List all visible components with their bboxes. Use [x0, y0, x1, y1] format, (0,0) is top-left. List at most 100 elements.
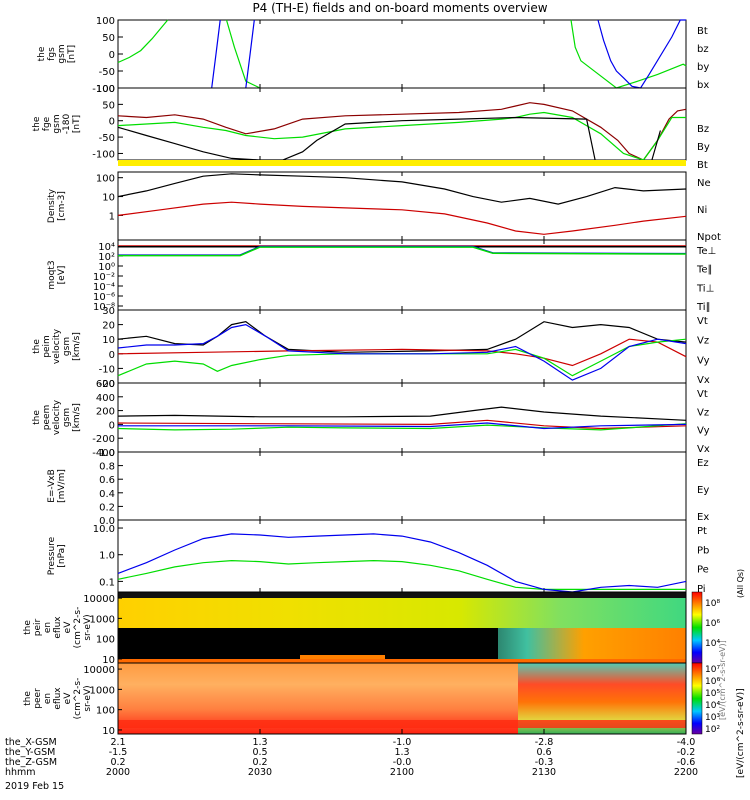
series-line-Pe	[117, 559, 686, 590]
y-tick-label: 1000	[90, 614, 115, 625]
quality-flag-bar	[118, 160, 686, 166]
y-tick-label: 0	[109, 350, 115, 361]
y-axis-label: fgs	[47, 47, 57, 61]
x-axis-value: 2200	[674, 767, 698, 778]
panel-frame	[117, 382, 687, 453]
y-tick-label: 0.0	[99, 516, 115, 527]
y-axis-label: en	[43, 622, 53, 633]
y-axis-label: en	[43, 693, 53, 704]
y-axis-label: eV	[63, 692, 73, 705]
legend-Npot: Npot	[697, 232, 721, 243]
y-tick-label: 10²	[98, 252, 115, 263]
panel-fgs-gsm: 100 50 0 -50 -100 the fgs gsm [nT] Bt bz by bx	[37, 16, 709, 95]
y-tick-label: -50	[99, 67, 115, 78]
y-axis-label: eflux	[53, 687, 63, 710]
x-axis-value: 0.6	[536, 747, 551, 758]
y-axis-label: fge	[42, 116, 52, 131]
series-line-Ni	[117, 173, 687, 205]
y-axis-label: moqt3	[47, 260, 57, 289]
x-axis-value: -2.8	[535, 737, 554, 748]
series-line-by	[117, 19, 687, 89]
colorbar-tick-label: 10²	[705, 725, 720, 735]
y-axis-label: the	[32, 339, 42, 354]
y-tick-label: 0.6	[99, 475, 115, 486]
y-axis-label: gsm	[62, 408, 72, 427]
series-line-Bt	[117, 116, 661, 161]
y-tick-label: 50	[102, 33, 115, 44]
y-tick-label: 0.4	[99, 489, 115, 500]
legend-Vx: Vx	[697, 444, 710, 455]
panel-frame	[117, 519, 687, 593]
legend-Vy: Vy	[697, 426, 710, 437]
y-axis-label: [eV]	[57, 266, 67, 285]
y-tick-label: -100	[92, 149, 115, 160]
y-tick-label: 100	[96, 84, 115, 95]
y-axis-label: (cm^2-s-	[73, 678, 83, 720]
x-axis-value: 0.2	[110, 757, 125, 768]
y-axis-label: Density	[47, 188, 57, 223]
colorbar-label: [eV/(cm^2-s-sr-eV)]	[736, 688, 746, 778]
y-axis-label: sr-eV)	[83, 685, 93, 711]
y-axis-label: [km/s]	[72, 332, 82, 361]
y-tick-label: 1	[109, 211, 115, 222]
panel-pressure: 10.0 1.0 0.1 Pressure [nPa] Pt Pb Pe Pi	[47, 519, 709, 595]
series-line-Vz	[117, 338, 687, 367]
legend-Ex: Ex	[697, 512, 709, 523]
x-axis-value: 2100	[390, 767, 414, 778]
x-axis-value: -1.0	[393, 737, 412, 748]
y-tick-label: -10	[99, 364, 115, 375]
x-axis-row-label: the_Z-GSM	[5, 757, 57, 768]
y-axis-label: the	[32, 116, 42, 131]
legend-Pb: Pb	[697, 545, 709, 556]
colorbar-overlay-label: [eV/(cm^2-s-sr-eV)]	[718, 640, 727, 720]
y-tick-label: -200	[92, 434, 115, 445]
y-axis-label: the	[32, 410, 42, 425]
legend-Vz: Vz	[697, 407, 709, 418]
x-axis-row-label: the_X-GSM	[5, 737, 57, 748]
y-tick-label: 100	[96, 635, 115, 646]
colorbar-tick-label: 10⁴	[705, 639, 720, 649]
legend-Te⊥: Te⊥	[696, 246, 716, 257]
y-tick-label: 100	[96, 174, 115, 185]
y-tick-label: 10⁰	[98, 262, 115, 273]
y-axis-label: peir	[33, 618, 43, 636]
legend-Vy: Vy	[697, 355, 710, 366]
series-line-Vz	[117, 419, 687, 430]
panel-peim-velocity: 30 20 10 0 -10 -20 the peim velocity gsm [km/s] Vt V…	[32, 306, 710, 390]
legend-Pi: Pi	[697, 584, 706, 595]
y-axis-label: eV	[63, 621, 73, 634]
colorbar-side-label: (All Qs)	[736, 569, 745, 598]
y-tick-label: -50	[99, 133, 115, 144]
legend-Te∥: Te∥	[696, 265, 713, 276]
peer-low-band	[118, 720, 686, 728]
y-tick-label: 1.0	[99, 448, 115, 459]
y-tick-label: 30	[102, 306, 115, 317]
x-axis-value: 0.2	[252, 757, 267, 768]
x-axis-value: -0.6	[677, 757, 696, 768]
page-title: P4 (TH-E) fields and on-board moments ov…	[252, 1, 547, 15]
y-tick-label: 100	[96, 706, 115, 717]
y-tick-label: 100	[96, 16, 115, 27]
y-tick-label: 10⁴	[98, 242, 115, 253]
series-line-Vy	[117, 423, 687, 431]
peir-bottom-edge	[118, 659, 686, 663]
y-axis-label: the	[37, 46, 47, 61]
series-line-Vt	[117, 406, 687, 421]
x-axis-row-label: the_Y-GSM	[5, 747, 55, 758]
y-tick-label: 10	[102, 726, 115, 737]
legend-bx: bx	[697, 80, 709, 91]
y-axis-label: peem	[42, 405, 52, 431]
series-line-Vx	[117, 323, 687, 381]
y-tick-label: 50	[102, 100, 115, 111]
legend-Vt: Vt	[697, 316, 708, 327]
x-axis-value: 2130	[532, 767, 556, 778]
legend-Bz: Bz	[697, 124, 709, 135]
y-axis-label: [nT]	[67, 45, 77, 63]
y-tick-label: 0.2	[99, 502, 115, 513]
legend-Ti⊥: Ti⊥	[696, 283, 714, 294]
y-tick-label: 10⁻⁴	[93, 282, 115, 293]
y-tick-label: 0	[109, 117, 115, 128]
y-tick-label: 600	[96, 379, 115, 390]
